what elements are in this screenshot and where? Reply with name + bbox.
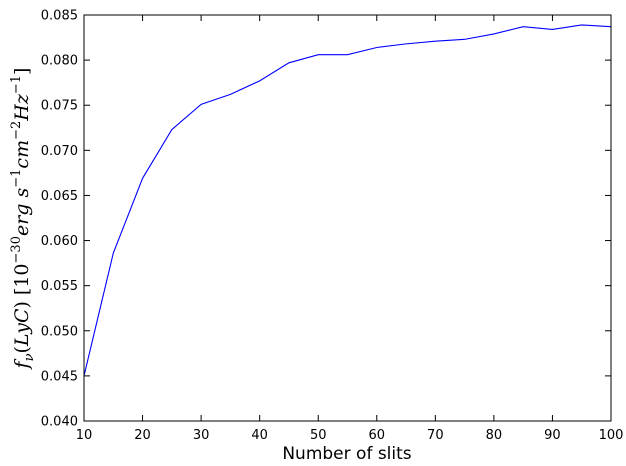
x-tick-label: 40 [251,428,268,443]
x-tick-label: 30 [193,428,210,443]
y-tick-label: 0.050 [41,324,78,339]
y-tick-label: 0.040 [41,415,78,430]
x-tick-label: 20 [134,428,151,443]
y-axis-title-text: fν(LyC) [10−30erg s−1cm−2Hz−1] [9,68,37,371]
y-tick-label: 0.045 [41,369,78,384]
series-group [83,24,612,377]
x-tick-label: 70 [427,428,444,443]
y-tick-label: 0.060 [41,234,78,249]
y-tick-label: 0.055 [41,279,78,294]
series-line [83,24,612,377]
x-tick-labels: 10 20 30 40 50 60 70 80 90 100 [76,428,624,443]
x-tick-label: 80 [486,428,503,443]
x-tick-label: 100 [599,428,624,443]
plot-area [84,15,611,421]
plot-frame [83,14,612,422]
y-axis-title: fν(LyC) [10−30erg s−1cm−2Hz−1] [9,68,37,371]
y-tick-label: 0.080 [41,54,78,69]
y-tick-label: 0.075 [41,99,78,114]
x-tick-label: 60 [369,428,386,443]
x-axis-title: Number of slits [282,444,411,464]
y-tick-labels: 0.040 0.045 0.050 0.055 0.060 0.065 0.070 0.075… [41,9,78,430]
y-tick-label: 0.085 [41,9,78,24]
x-tick-label: 50 [310,428,327,443]
x-tick-label: 90 [544,428,561,443]
y-tick-label: 0.065 [41,189,78,204]
x-tick-label: 10 [76,428,93,443]
y-tick-label: 0.070 [41,144,78,159]
